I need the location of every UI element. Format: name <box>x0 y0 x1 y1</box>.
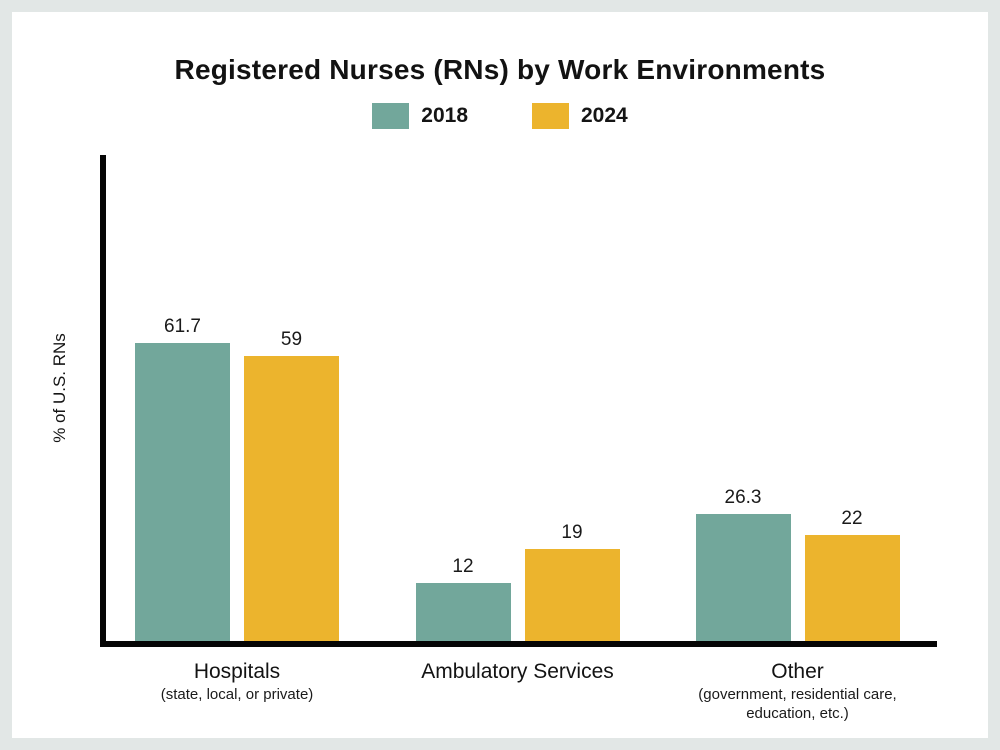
bar-value-label-2024-other: 22 <box>841 508 863 529</box>
bar-value-label-2024-hospitals: 59 <box>280 329 303 350</box>
bar-value-label-2018-hospitals: 61.7 <box>164 316 201 337</box>
legend-label-2024: 2024 <box>581 104 628 127</box>
legend-item-2024: 2024 <box>532 103 628 129</box>
bar-value-label-2018-ambulatory-services: 12 <box>452 556 474 577</box>
legend-swatch-2018 <box>372 103 410 129</box>
category-label-hospitals: Hospitals <box>193 660 281 683</box>
bar-2024-other <box>804 535 900 641</box>
category-label-ambulatory-services: Ambulatory Services <box>421 660 614 683</box>
bar-value-label-2024-ambulatory-services: 19 <box>561 522 583 543</box>
legend-label-2018: 2018 <box>421 104 468 127</box>
legend: 2018 2024 <box>12 103 988 129</box>
category-label-other: Other <box>771 660 824 683</box>
chart-title: Registered Nurses (RNs) by Work Environm… <box>174 54 826 85</box>
legend-swatch-2024 <box>532 103 569 129</box>
bar-value-label-2018-other: 26.3 <box>724 487 762 508</box>
bar-2018-hospitals <box>135 343 230 641</box>
x-axis-line <box>100 641 937 647</box>
legend-item-2018: 2018 <box>372 103 468 129</box>
bar-2024-hospitals <box>244 356 339 641</box>
y-axis-label: % of U.S. RNs <box>50 333 69 443</box>
category-sublabel-other: (government, residential care, education… <box>698 686 897 722</box>
bar-2018-ambulatory-services <box>415 583 511 641</box>
y-axis-line <box>100 155 106 647</box>
chart-card: Registered Nurses (RNs) by Work Environm… <box>12 12 988 738</box>
category-sublabel-hospitals: (state, local, or private) <box>160 686 314 703</box>
bar-2018-other <box>695 514 791 641</box>
bar-2024-ambulatory-services <box>524 549 620 641</box>
